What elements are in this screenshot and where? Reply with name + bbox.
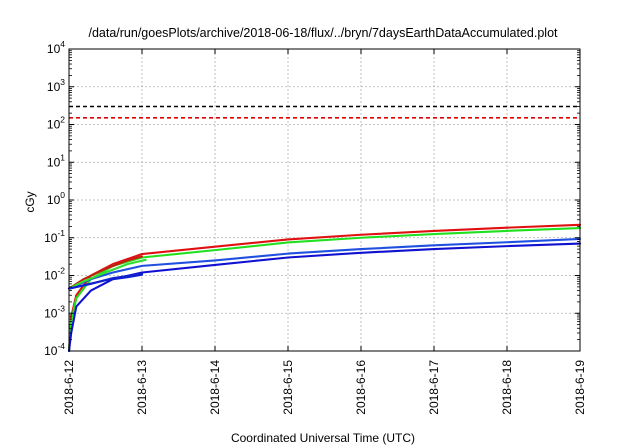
y-tick-label: 10-2 [44,266,65,283]
grid [69,49,580,351]
y-axis-label: cGy [23,191,37,212]
y-tick-label: 102 [47,115,65,132]
y-tick-labels: 10-4 10-3 10-2 10-1 100 101 102 103 104 [44,39,65,358]
reference-lines [69,105,580,119]
y-tick-label: 100 [47,190,65,207]
series-line [67,242,582,353]
series-line [67,237,582,290]
series-line [67,273,144,290]
chart-title: /data/run/goesPlots/archive/2018-06-18/f… [88,26,558,40]
x-tick-label: 2018-6-13 [135,360,149,415]
x-tick-labels: 2018-6-12 2018-6-13 2018-6-14 2018-6-15 2018… [62,360,587,415]
axis-ticks [68,48,581,352]
series-line [67,255,144,290]
series-line [67,227,582,353]
series-line [67,223,582,353]
data-series [67,223,582,353]
x-tick-label: 2018-6-18 [500,360,514,415]
x-axis-label: Coordinated Universal Time (UTC) [231,431,415,445]
x-tick-label: 2018-6-14 [208,360,222,415]
y-tick-label: 10-3 [44,303,65,320]
x-tick-label: 2018-6-16 [354,360,368,415]
y-tick-label: 10-1 [44,228,65,245]
y-tick-label: 103 [47,77,65,94]
x-tick-label: 2018-6-19 [573,360,587,415]
y-tick-label: 104 [47,39,65,56]
y-tick-label: 101 [47,152,65,169]
series-line [67,258,147,290]
y-tick-label: 10-4 [44,341,65,358]
x-tick-label: 2018-6-15 [281,360,295,415]
x-tick-label: 2018-6-17 [427,360,441,415]
x-tick-label: 2018-6-12 [62,360,76,415]
